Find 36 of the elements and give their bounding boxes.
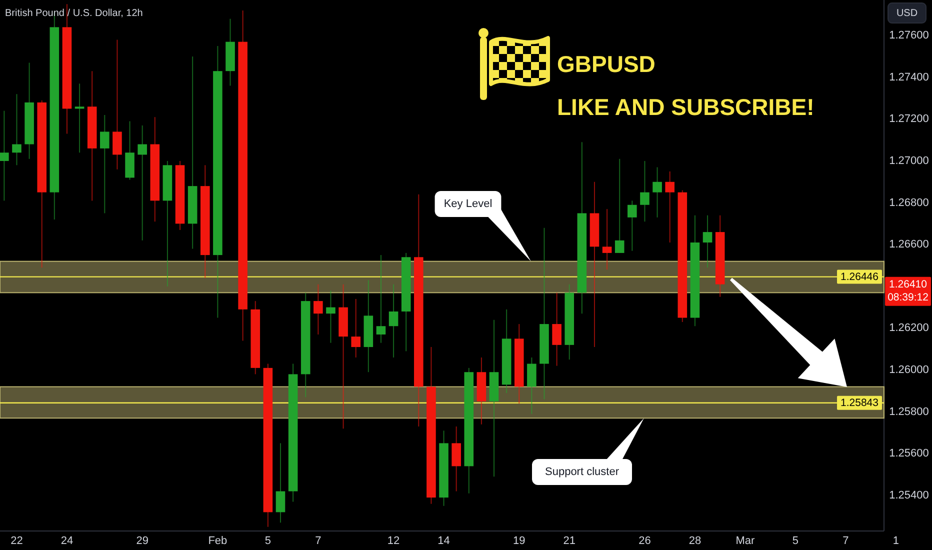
y-tick-label: 1.26200	[889, 322, 929, 334]
x-tick-label: Mar	[736, 535, 756, 547]
x-tick-label: 1	[892, 535, 899, 547]
ref-line-label: 1.25843	[840, 396, 879, 409]
x-tick-label: 7	[315, 535, 322, 547]
y-tick-label: 1.25800	[889, 406, 929, 418]
y-axis-title: USD	[896, 8, 918, 18]
x-tick-label: 12	[387, 535, 400, 547]
x-tick-label: 14	[438, 535, 450, 547]
y-tick-label: 1.27000	[889, 154, 929, 167]
y-tick-label: 1.26800	[889, 196, 929, 209]
annotation: Key Level	[444, 198, 492, 210]
y-tick-label: 1.25600	[889, 448, 929, 460]
x-tick-label: 7	[842, 535, 849, 547]
x-tick-label: 28	[688, 535, 702, 547]
x-tick-label: 24	[60, 535, 74, 547]
x-tick-label: Feb	[208, 535, 228, 547]
y-tick-label: 1.25400	[889, 489, 929, 502]
annotation: LIKE AND SUBSCRIBE!	[557, 94, 814, 120]
y-tick-label: 1.27200	[889, 113, 929, 126]
y-tick-label: 1.27600	[889, 30, 929, 42]
x-tick-label: 22	[10, 535, 23, 547]
x-tick-label: 26	[638, 535, 651, 547]
x-tick-label: 5	[264, 535, 271, 547]
y-tick-label: 1.26000	[889, 364, 929, 376]
x-tick-label: 5	[792, 535, 799, 547]
annotation: GBPUSD	[557, 51, 656, 77]
x-tick-label: 19	[513, 535, 526, 547]
annotation: Support cluster	[545, 466, 620, 478]
annotation: 08:39:12	[888, 291, 929, 304]
x-tick-label: 29	[136, 535, 148, 547]
ref-line-label: 1.26446	[840, 270, 879, 283]
y-tick-label: 1.27400	[889, 71, 929, 84]
y-tick-label: 1.26600	[889, 238, 929, 251]
annotation: 1.26410	[889, 278, 928, 290]
x-tick-label: 21	[563, 535, 576, 547]
